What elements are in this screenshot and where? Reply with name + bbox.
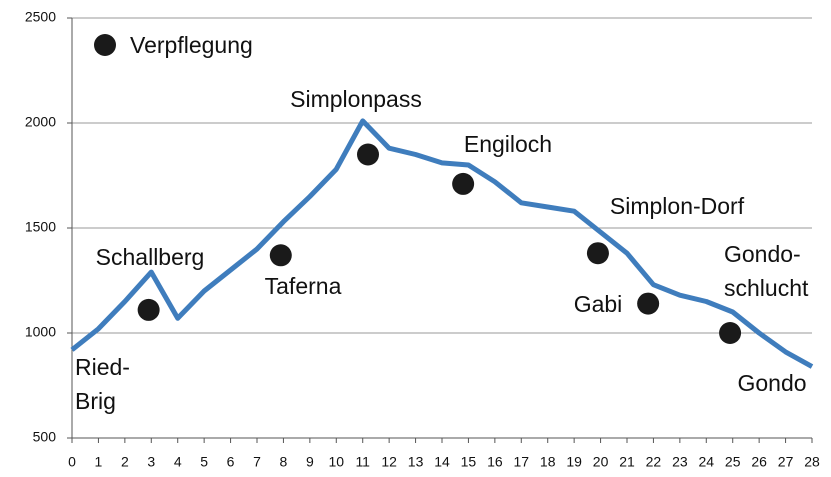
x-tick-label: 12 [381,454,397,470]
place-label: Simplon-Dorf [610,193,745,219]
legend-marker [94,34,116,56]
y-tick-label: 1000 [25,324,56,340]
x-tick-label: 1 [95,454,103,470]
x-tick-label: 6 [227,454,235,470]
place-label: Ried- [75,354,130,380]
x-tick-label: 16 [487,454,503,470]
place-label: schlucht [724,275,809,301]
x-tick-label: 7 [253,454,261,470]
x-tick-label: 13 [408,454,424,470]
x-tick-label: 4 [174,454,182,470]
x-tick-label: 18 [540,454,556,470]
x-tick-label: 11 [355,454,370,470]
place-label: Gabi [574,291,623,317]
place-label: Taferna [265,273,342,299]
x-tick-label: 5 [200,454,208,470]
x-tick-label: 0 [68,454,76,470]
y-tick-label: 500 [33,429,57,445]
x-tick-label: 9 [306,454,314,470]
x-tick-label: 24 [698,454,714,470]
x-tick-label: 21 [619,454,635,470]
x-tick-label: 20 [593,454,609,470]
food-point [637,292,660,315]
food-point [452,172,475,195]
x-tick-label: 15 [461,454,477,470]
x-tick-label: 26 [751,454,767,470]
x-tick-label: 3 [147,454,155,470]
x-tick-label: 10 [328,454,344,470]
x-tick-label: 23 [672,454,688,470]
elevation-line [70,118,814,369]
y-tick-label: 2500 [25,9,56,25]
place-label: Engiloch [464,131,552,157]
food-point [357,143,379,166]
place-label: Brig [75,388,116,414]
y-tick-label: 1500 [25,219,56,235]
food-point [137,298,160,321]
x-tick-label: 19 [566,454,582,470]
place-label: Simplonpass [290,86,422,112]
food-point [719,322,742,344]
x-tick-label: 2 [121,454,129,470]
x-tick-label: 27 [778,454,794,470]
place-label: Gondo- [724,241,801,267]
food-point [586,242,609,265]
x-tick-label: 22 [646,454,662,470]
x-tick-label: 17 [513,454,529,470]
x-tick-label: 28 [804,454,820,470]
x-tick-label: 25 [725,454,741,470]
y-tick-label: 2000 [25,114,56,130]
food-point [269,244,292,267]
place-label: Schallberg [96,244,205,270]
legend-label: Verpflegung [130,32,253,58]
place-label: Gondo [737,370,806,396]
x-tick-label: 14 [434,454,450,470]
x-tick-label: 8 [280,454,288,470]
